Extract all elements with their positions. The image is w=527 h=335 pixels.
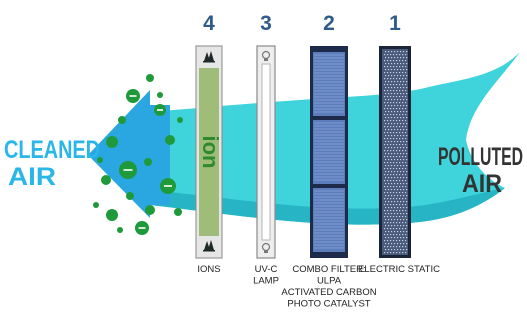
ion-particle [126,192,134,200]
ion-particle [165,135,175,145]
ion-particle [145,205,155,215]
stage-electrostatic-filter: 1 ELECTRIC STATIC [358,12,440,275]
stage-label: LAMP [253,276,279,287]
stage-number: 3 [260,12,272,35]
ion-particle [174,208,182,216]
polluted-air-title: POLLUTED AIR [438,143,523,198]
ion-panel-text: ion [198,136,223,169]
ion-particle [106,136,118,148]
ion-particles [93,74,183,235]
ion-particle [101,175,111,185]
ion-particle [93,202,99,208]
stage-label: PHOTO CATALYST [287,299,370,310]
ion-particle [144,158,152,166]
stage-label: ULPA [317,276,342,287]
tree-icon [203,51,215,63]
bulb-icon [261,242,271,253]
stage-label: COMBO FILTER: [292,264,365,275]
stage-number: 2 [323,12,335,35]
ion-panel [199,68,219,236]
cleaned-air-title-line2: AIR [8,163,56,191]
ion-particle [118,116,126,124]
ion-particle [177,117,183,123]
polluted-air-title-line1: POLLUTED [438,143,523,171]
tree-icon [203,240,215,252]
stage-ion-emitter: 4 ion IONS [195,12,223,275]
cleaned-air-title-line1: CLEANED [4,136,100,164]
stage-label: UV-C [255,264,278,275]
stage-label: ACTIVATED CARBON [281,287,376,298]
stage-number: 4 [203,12,215,35]
cleaned-air-title: CLEANED AIR [4,136,100,191]
uv-lamp-tube [261,63,271,241]
clean-air-arrow [88,90,170,218]
ion-particle [117,227,123,233]
stage-number: 1 [389,12,401,35]
electrostatic-mesh [382,49,408,255]
filter-layer [313,120,345,184]
ion-particle [146,74,154,82]
stage-label: IONS [197,264,220,275]
ion-particle [97,157,103,163]
polluted-air-title-line2: AIR [462,170,502,198]
ion-particle [106,209,118,221]
ion-particle [157,92,163,98]
filter-layer [313,52,345,116]
filter-layer [313,188,345,252]
stage-label: ELECTRIC STATIC [358,264,440,275]
airflow-band-shade [150,188,505,225]
bulb-icon [261,50,271,61]
